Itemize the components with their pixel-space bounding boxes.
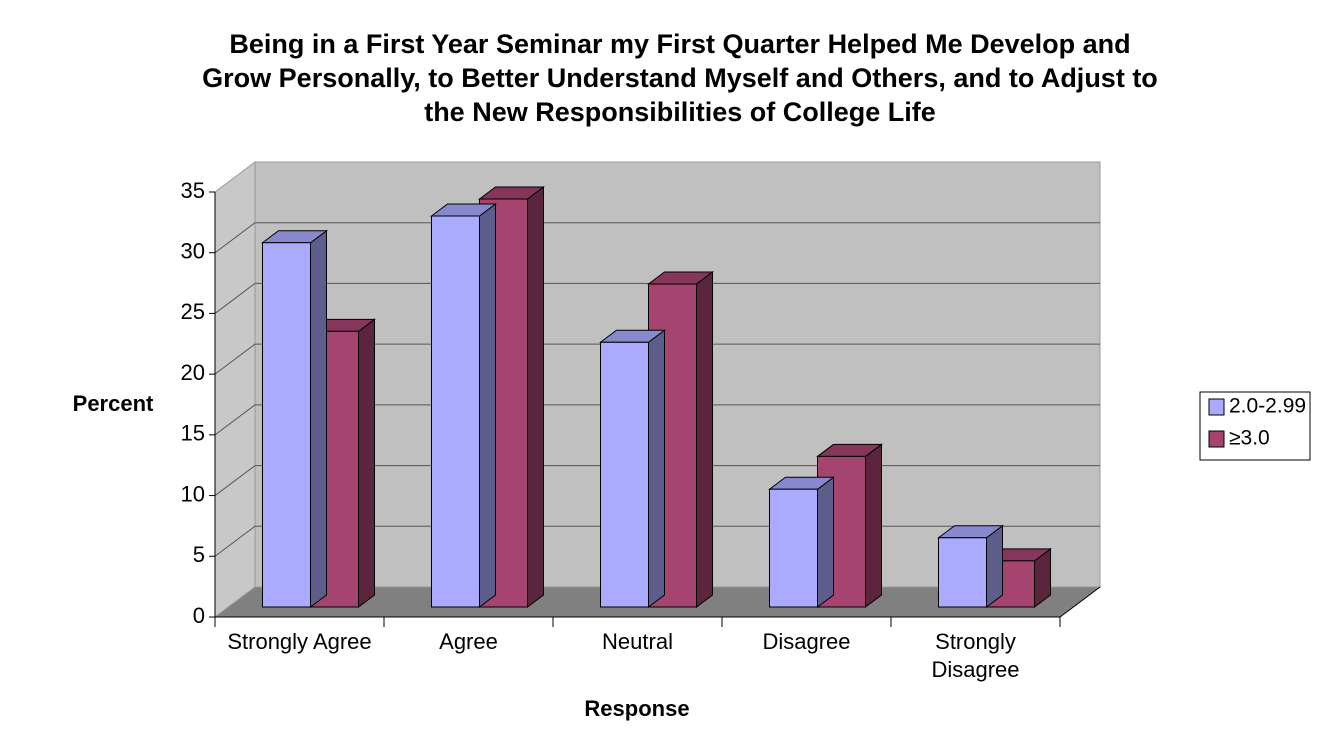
legend-swatch <box>1208 430 1225 448</box>
y-tick-label: 25 <box>181 299 205 324</box>
legend-swatch <box>1208 398 1225 416</box>
x-tick-label: Strongly Agree <box>227 629 371 654</box>
y-tick-label: 0 <box>193 603 205 628</box>
bar <box>431 215 480 608</box>
bar <box>769 488 818 608</box>
bar-side <box>986 524 1003 608</box>
grid-line <box>214 404 1100 436</box>
grid-line <box>214 282 1100 314</box>
bar-side <box>310 229 327 608</box>
bar-side <box>817 476 834 608</box>
grid-line <box>214 343 1100 375</box>
bar <box>600 341 649 608</box>
x-tick-label: Agree <box>439 629 498 654</box>
bar-side <box>648 329 665 608</box>
grid-line <box>214 222 1100 254</box>
y-axis-label: Percent <box>73 391 154 416</box>
bars <box>261 186 1052 608</box>
legend-label: 2.0-2.99 <box>1229 395 1306 418</box>
y-tick-label: 20 <box>181 360 205 385</box>
y-tick-label: 30 <box>181 239 205 264</box>
bar-side <box>865 443 882 608</box>
bar-side <box>358 318 375 608</box>
bar-side <box>479 203 496 608</box>
chart-title: Grow Personally, to Better Understand My… <box>202 63 1158 93</box>
x-tick-label: Strongly Disagree <box>931 629 1019 682</box>
bar-side <box>696 271 713 608</box>
bar <box>262 242 311 608</box>
chart-title: the New Responsibilities of College Life <box>424 97 936 127</box>
y-tick-label: 35 <box>181 178 205 203</box>
axes: 0 5 10 15 20 25 30 35 Strongly Agree Agree Neutral… <box>181 178 1101 682</box>
legend-box <box>1199 391 1311 461</box>
x-tick-label: Disagree <box>762 629 850 654</box>
legend-label: ≥3.0 <box>1229 427 1270 450</box>
x-axis-label: Response <box>584 696 689 721</box>
y-tick-label: 15 <box>181 421 205 446</box>
floor-edge <box>1059 586 1101 618</box>
x-tick-label: Neutral <box>602 629 673 654</box>
y-tick-label: 10 <box>181 481 205 506</box>
side-wall <box>214 161 256 618</box>
bar <box>938 537 987 608</box>
y-tick-label: 5 <box>193 542 205 567</box>
bar-side <box>527 186 544 608</box>
legend: 2.0-2.99 ≥3.0 <box>1208 395 1306 450</box>
chart-title: Being in a First Year Seminar my First Q… <box>229 29 1130 59</box>
